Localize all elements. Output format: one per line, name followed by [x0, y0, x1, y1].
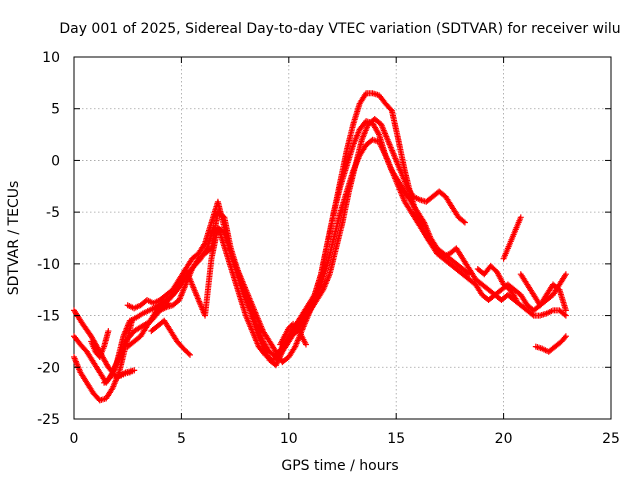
series-sat-track-12: [517, 271, 569, 314]
x-tick-label: 0: [70, 431, 79, 447]
data-point-markers: [118, 367, 138, 379]
y-tick-label: -20: [37, 360, 60, 376]
data-point-markers: [88, 328, 112, 360]
x-tick-label: 25: [602, 431, 620, 447]
y-tick-label: -15: [37, 309, 60, 325]
y-tick-label: -25: [37, 412, 60, 428]
data-point-markers: [71, 317, 135, 404]
plot-frame: [73, 56, 612, 420]
data-point-markers: [474, 262, 520, 304]
series-sat-track-13: [532, 333, 569, 355]
y-axis-label: SDTVAR / TECUs: [6, 181, 22, 296]
data-point-markers: [532, 333, 569, 355]
y-axis-ticks: -25 -20 -15 -10 -5 0 5 10: [37, 50, 611, 428]
series-sat-track-14: [474, 262, 520, 304]
chart-title: Day 001 of 2025, Sidereal Day-to-day VTE…: [59, 21, 620, 37]
grid-lines: [74, 57, 611, 419]
data-point-markers: [517, 271, 569, 314]
y-tick-label: -10: [37, 257, 60, 273]
series-sat-track-15: [118, 367, 138, 379]
y-tick-label: 0: [51, 153, 60, 169]
data-point-markers: [124, 136, 569, 366]
y-tick-label: -5: [46, 205, 60, 221]
series-sat-track-11: [500, 214, 524, 262]
x-tick-label: 10: [280, 431, 298, 447]
series-sat-track-3: [71, 317, 135, 404]
series-sat-track-10: [277, 320, 309, 348]
plot-border: [73, 56, 612, 420]
data-points: [71, 90, 569, 404]
series-sat-track-6: [124, 90, 569, 360]
x-tick-label: 15: [387, 431, 405, 447]
data-point-markers: [148, 317, 193, 358]
data-point-markers: [124, 90, 569, 360]
x-tick-label: 5: [177, 431, 186, 447]
data-point-markers: [500, 214, 524, 262]
x-axis-label: GPS time / hours: [281, 458, 398, 474]
series-sat-track-8: [148, 317, 193, 358]
x-tick-label: 20: [495, 431, 513, 447]
data-point-markers: [277, 320, 309, 348]
x-axis-ticks: 0 5 10 15 20 25: [70, 57, 620, 447]
series-sat-track-4: [88, 328, 112, 360]
y-tick-label: 5: [51, 102, 60, 118]
series-sat-track-9: [124, 136, 569, 366]
y-tick-label: 10: [42, 50, 60, 66]
